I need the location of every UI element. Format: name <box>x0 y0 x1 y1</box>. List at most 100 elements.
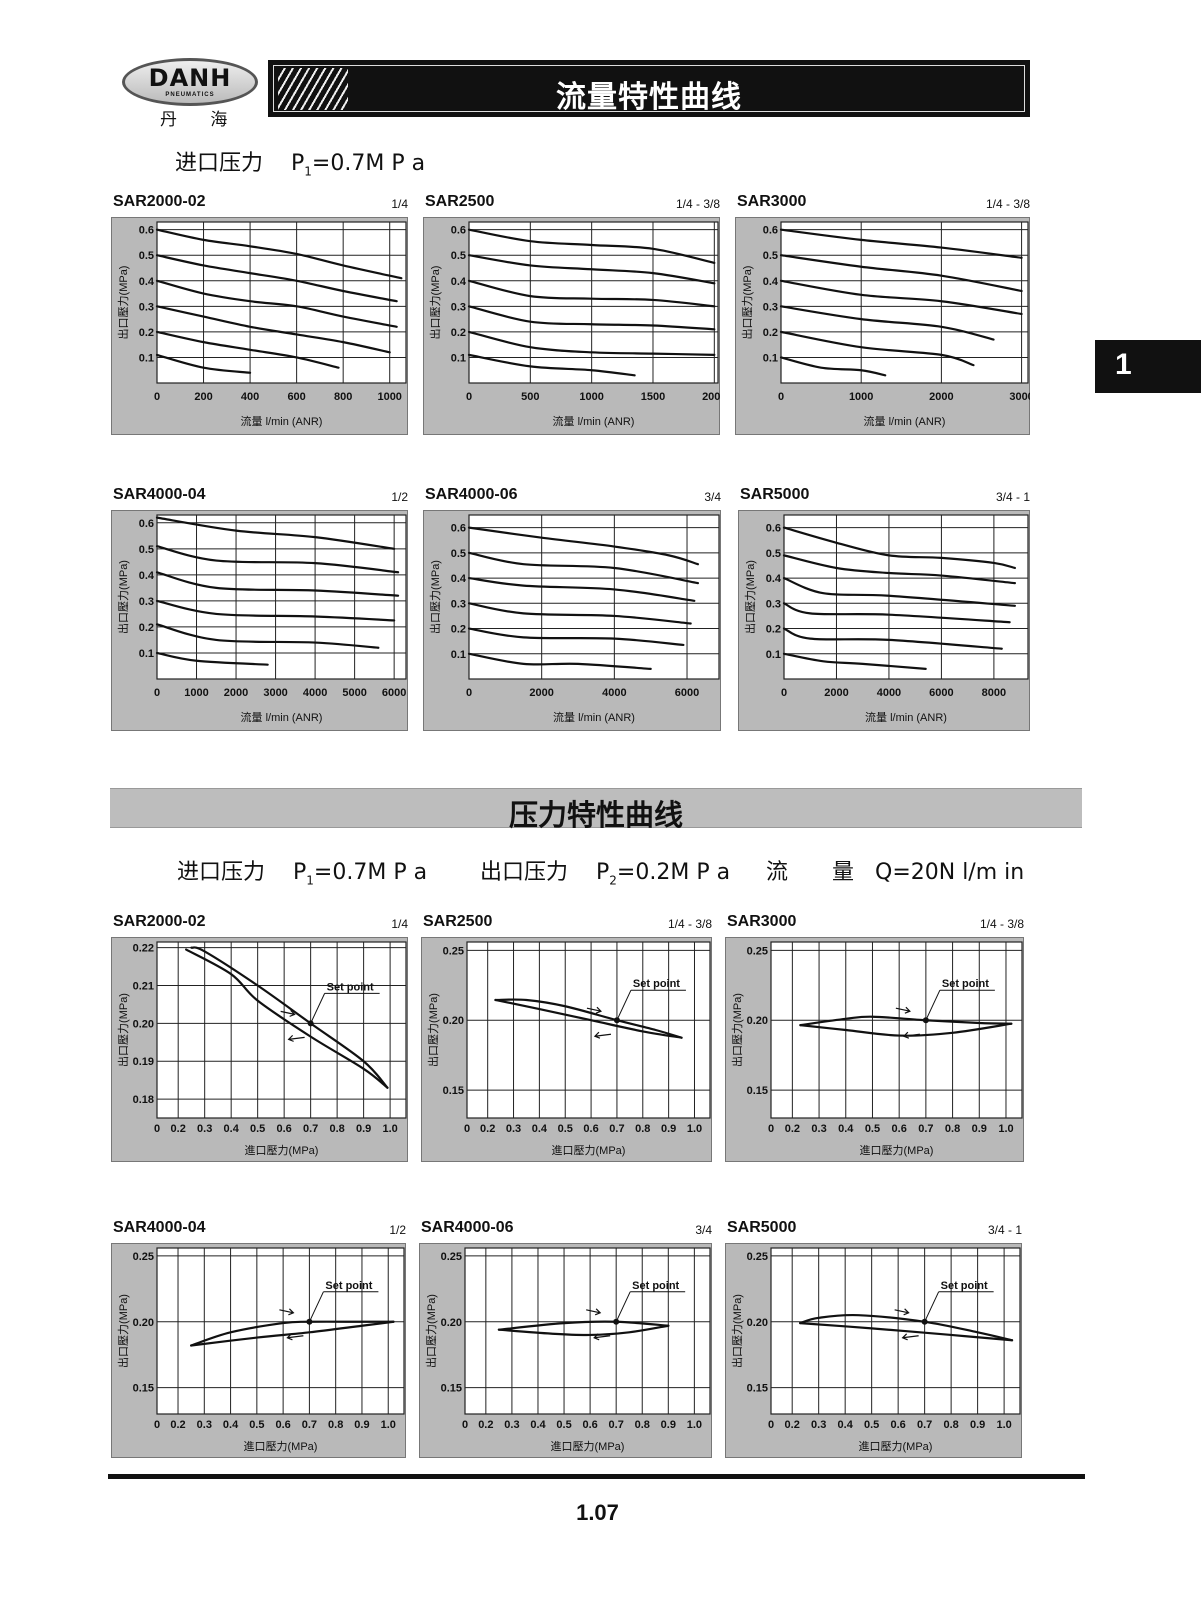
x-tick-label: 0.5 <box>249 1419 264 1431</box>
arrow-left-icon <box>287 1034 305 1042</box>
curve <box>155 516 396 550</box>
x-tick-label: 0.7 <box>303 1123 318 1135</box>
chart-10: 0 0.2 0.3 0.4 0.5 0.6 0.7 0.8 0.9 1.0 0.15 0.20 0.25… <box>419 1243 712 1463</box>
condition-label: 出口压力 <box>480 860 569 885</box>
x-tick-label: 0.6 <box>892 1123 907 1135</box>
x-tick-label: 0.2 <box>171 1123 186 1135</box>
y-tick-label: 0.4 <box>139 570 155 582</box>
x-tick-label: 0 <box>154 687 160 699</box>
arrow-right-icon <box>894 1308 910 1316</box>
x-tick-label: 0 <box>154 391 160 403</box>
plot-area <box>156 941 407 1119</box>
x-tick-label: 0.9 <box>972 1123 987 1135</box>
chart-11: 0 0.2 0.3 0.4 0.5 0.6 0.7 0.8 0.9 1.0 0.15 0.20 0.25… <box>725 1243 1022 1463</box>
x-tick-label: 1.0 <box>998 1123 1013 1135</box>
condition-sub: 1 <box>304 164 312 179</box>
pressure-condition-2: 出口压力 P2=0.2M P a <box>480 854 730 887</box>
x-tick-label: 1000 <box>377 391 401 403</box>
x-tick-label: 1.0 <box>381 1419 396 1431</box>
curve <box>467 526 700 566</box>
x-axis-label: 流量 l/min (ANR) <box>553 414 635 428</box>
x-tick-label: 0 <box>466 391 472 403</box>
chart-port-size: 1/4 - 3/8 <box>985 197 1030 211</box>
x-tick-label: 0.9 <box>661 1419 676 1431</box>
set-point-leader <box>308 1291 324 1322</box>
x-tick-label: 0.2 <box>785 1123 800 1135</box>
set-point-label: Set point <box>633 978 680 990</box>
x-tick-label: 8000 <box>982 687 1006 699</box>
x-tick-label: 6000 <box>675 687 699 699</box>
curve <box>190 1320 395 1347</box>
set-point-leader <box>615 1291 631 1322</box>
arrow-right-icon <box>279 1308 295 1316</box>
x-axis-label: 進口壓力(MPa) <box>552 1144 626 1157</box>
curve <box>190 1320 395 1347</box>
set-point-label: Set point <box>941 1280 988 1292</box>
set-point-label: Set point <box>942 978 989 990</box>
curve <box>497 1324 670 1337</box>
x-tick-label: 2000 <box>824 687 848 699</box>
curve <box>467 652 652 671</box>
x-tick-label: 0 <box>778 391 784 403</box>
y-tick-label: 0.3 <box>139 301 154 313</box>
y-tick-label: 0.25 <box>747 945 768 957</box>
curve <box>185 948 389 1089</box>
x-tick-label: 0 <box>768 1123 774 1135</box>
x-axis-label: 流量 l/min (ANR) <box>864 414 946 428</box>
chart-svg: 0 0.2 0.3 0.4 0.5 0.6 0.7 0.8 0.9 1.0 0.18 0.19 0.20… <box>111 937 408 1162</box>
x-tick-label: 0.4 <box>224 1123 240 1135</box>
x-tick-label: 0.4 <box>530 1419 546 1431</box>
condition-label: 进口压力 <box>175 151 264 176</box>
x-tick-label: 0.2 <box>480 1123 495 1135</box>
chart-5: 0 2000 4000 6000 8000 0.1 0.2 0.3 0.4 0.5 0.6 流量 l/… <box>738 510 1030 736</box>
y-axis-label: 出口壓力(MPa) <box>740 266 754 340</box>
x-tick-label: 0.8 <box>635 1419 650 1431</box>
x-tick-label: 0.4 <box>223 1419 239 1431</box>
x-tick-label: 0.8 <box>329 1123 344 1135</box>
chart-svg: 0 0.2 0.3 0.4 0.5 0.6 0.7 0.8 0.9 1.0 0.15 0.20 0.25… <box>419 1243 712 1458</box>
y-tick-label: 0.1 <box>763 352 778 364</box>
curve <box>799 1313 1014 1342</box>
x-tick-label: 800 <box>334 391 352 403</box>
x-axis-label: 流量 l/min (ANR) <box>553 710 635 724</box>
curve <box>155 623 380 649</box>
y-tick-label: 0.2 <box>763 327 778 339</box>
chart-1: 0 500 1000 1500 2000 0.1 0.2 0.3 0.4 0.5 0.6 流量 l/m… <box>423 217 727 440</box>
y-tick-label: 0.2 <box>766 624 781 636</box>
condition-sub: 2 <box>609 873 617 888</box>
chart-svg: 0 0.2 0.3 0.4 0.5 0.6 0.7 0.8 0.9 1.0 0.15 0.20 0.25… <box>111 1243 406 1458</box>
x-tick-label: 0 <box>462 1419 468 1431</box>
chart-svg: 0 1000 2000 3000 0.1 0.2 0.3 0.4 0.5 0.6 流量 l/min … <box>735 217 1034 435</box>
curve <box>467 627 685 647</box>
y-tick-label: 0.5 <box>766 548 781 560</box>
y-tick-label: 0.20 <box>443 1015 464 1027</box>
x-tick-label: 0.4 <box>532 1123 548 1135</box>
y-tick-label: 0.20 <box>441 1317 462 1329</box>
y-tick-label: 0.5 <box>139 544 154 556</box>
y-tick-label: 0.6 <box>763 225 778 237</box>
x-tick-label: 0.6 <box>582 1419 597 1431</box>
x-tick-label: 0.9 <box>970 1419 985 1431</box>
chart-2: 0 1000 2000 3000 0.1 0.2 0.3 0.4 0.5 0.6 流量 l/min … <box>735 217 1034 440</box>
chart-model-title: SAR3000 <box>727 913 797 930</box>
x-tick-label: 3000 <box>263 687 287 699</box>
chart-9: 0 0.2 0.3 0.4 0.5 0.6 0.7 0.8 0.9 1.0 0.15 0.20 0.25… <box>111 1243 406 1463</box>
y-tick-label: 0.5 <box>451 250 466 262</box>
condition-value: Q=20N l/m in <box>875 860 1025 885</box>
y-tick-label: 0.5 <box>763 250 778 262</box>
curve <box>467 305 716 331</box>
y-axis-label: 出口壓力(MPa) <box>116 560 130 634</box>
chart-model-title: SAR5000 <box>727 1219 797 1236</box>
x-tick-label: 6000 <box>382 687 406 699</box>
x-tick-label: 4000 <box>877 687 901 699</box>
x-tick-label: 0.7 <box>918 1123 933 1135</box>
y-tick-label: 0.25 <box>441 1251 462 1263</box>
x-tick-label: 0.5 <box>864 1419 879 1431</box>
x-axis-label: 流量 l/min (ANR) <box>865 710 947 724</box>
y-tick-label: 0.6 <box>139 225 154 237</box>
curve <box>155 254 398 303</box>
arrow-right-icon <box>280 1009 296 1017</box>
x-tick-label: 0.4 <box>838 1419 854 1431</box>
y-tick-label: 0.1 <box>766 649 781 661</box>
x-tick-label: 1.0 <box>687 1419 702 1431</box>
